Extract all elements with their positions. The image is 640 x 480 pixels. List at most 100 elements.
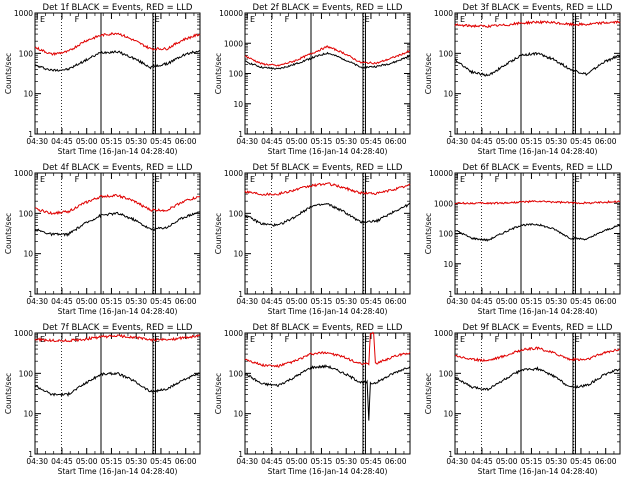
marker-label: E: [250, 335, 255, 344]
x-tick-label: 05:30: [545, 297, 567, 306]
series-line-lld: [244, 182, 411, 197]
x-tick-label: 04:30: [446, 297, 468, 306]
marker-label: F: [495, 175, 500, 184]
y-tick-label: 100: [19, 209, 34, 218]
series-line-events: [244, 202, 411, 228]
y-tick-label: 100: [439, 369, 454, 378]
x-tick-label: 05:30: [335, 457, 357, 466]
x-tick-label: 05:45: [570, 137, 592, 146]
series-line-events: [34, 211, 201, 237]
series-line-events: [454, 223, 621, 242]
y-tick-label: 100: [229, 369, 244, 378]
plot-frame: [34, 172, 201, 295]
marker-label: E: [575, 175, 580, 184]
series-line-events: [34, 371, 201, 398]
y-tick-label: 100: [19, 369, 34, 378]
x-tick-label: 06:00: [385, 457, 407, 466]
panel-5: Det 5f BLACK = Events, RED = LLD 1 10 100 10…: [214, 163, 411, 316]
panel-8: Det 8f BLACK = Events, RED = LLD 1 10 100 10…: [214, 323, 411, 476]
series-line-events: [34, 49, 201, 72]
y-tick-label: 1: [448, 290, 453, 299]
series-line-lld: [454, 19, 621, 29]
panel-title: Det 9f BLACK = Events, RED = LLD: [463, 323, 613, 333]
x-axis-label: Start Time (16-Jan-14 04:28:40): [58, 147, 178, 156]
y-tick-label: 1000: [14, 169, 33, 178]
x-tick-label: 05:00: [76, 297, 98, 306]
x-tick-label: 04:30: [236, 297, 258, 306]
x-tick-label: 05:15: [521, 137, 543, 146]
x-axis-label: Start Time (16-Jan-14 04:28:40): [478, 147, 598, 156]
series-line-lld: [34, 193, 200, 215]
x-tick-label: 05:00: [286, 137, 308, 146]
x-tick-label: 05:15: [101, 457, 123, 466]
x-tick-label: 05:45: [570, 297, 592, 306]
x-tick-label: 04:45: [261, 457, 283, 466]
marker-label: E: [250, 15, 255, 24]
y-tick-label: 1000: [434, 329, 453, 338]
x-tick-label: 04:45: [471, 457, 493, 466]
x-tick-label: 05:15: [521, 297, 543, 306]
series-line-events: [454, 51, 621, 77]
x-tick-label: 04:45: [471, 137, 493, 146]
y-tick-label: 10: [233, 410, 243, 419]
x-tick-label: 06:00: [175, 137, 197, 146]
y-tick-label: 1000: [14, 329, 33, 338]
series-line-lld: [34, 333, 201, 343]
marker-label: E: [365, 175, 370, 184]
marker-label: E: [365, 335, 370, 344]
plot-frame: [34, 12, 201, 135]
x-tick-label: 05:30: [335, 137, 357, 146]
y-tick-label: 1: [28, 450, 33, 459]
y-axis-label: Counts/sec: [214, 53, 223, 94]
plot-frame: [244, 332, 411, 455]
y-tick-label: 10: [443, 260, 453, 269]
marker-label: E: [155, 15, 160, 24]
x-tick-label: 05:15: [101, 297, 123, 306]
y-tick-label: 10000: [429, 169, 453, 178]
y-tick-label: 10: [23, 410, 33, 419]
x-tick-label: 05:00: [496, 457, 518, 466]
panel-3: Det 3f BLACK = Events, RED = LLD 1 10 100 10…: [424, 3, 621, 156]
x-tick-label: 04:30: [236, 137, 258, 146]
x-tick-label: 04:30: [26, 137, 48, 146]
x-tick-label: 06:00: [175, 457, 197, 466]
x-tick-label: 04:30: [446, 457, 468, 466]
panel-title: Det 1f BLACK = Events, RED = LLD: [43, 3, 193, 13]
x-tick-label: 04:45: [261, 137, 283, 146]
x-tick-label: 05:45: [360, 457, 382, 466]
marker-label: E: [250, 175, 255, 184]
panel-title: Det 8f BLACK = Events, RED = LLD: [253, 323, 403, 333]
panel-title: Det 5f BLACK = Events, RED = LLD: [253, 163, 403, 173]
panel-title: Det 3f BLACK = Events, RED = LLD: [463, 3, 613, 13]
panel-1: Det 1f BLACK = Events, RED = LLD 1 10 100 10…: [4, 3, 201, 156]
marker-label: E: [575, 15, 580, 24]
x-tick-label: 05:45: [150, 457, 172, 466]
panel-7: Det 7f BLACK = Events, RED = LLD 1 10 100 10…: [4, 323, 201, 476]
x-tick-label: 05:15: [521, 457, 543, 466]
marker-label: E: [365, 15, 370, 24]
panel-title: Det 4f BLACK = Events, RED = LLD: [43, 163, 193, 173]
x-tick-label: 05:00: [76, 457, 98, 466]
y-tick-label: 1000: [224, 169, 243, 178]
series-line-lld: [34, 32, 201, 56]
marker-label: F: [285, 15, 290, 24]
x-tick-label: 04:30: [446, 137, 468, 146]
y-tick-label: 10: [23, 250, 33, 259]
marker-label: F: [285, 175, 290, 184]
x-tick-label: 05:30: [545, 457, 567, 466]
x-tick-label: 04:30: [26, 457, 48, 466]
series-line-lld: [244, 331, 411, 368]
marker-label: E: [575, 335, 580, 344]
x-tick-label: 06:00: [385, 297, 407, 306]
y-tick-label: 100: [229, 70, 244, 79]
panel-title: Det 2f BLACK = Events, RED = LLD: [253, 3, 403, 13]
x-tick-label: 05:15: [311, 297, 333, 306]
y-axis-label: Counts/sec: [424, 53, 433, 94]
x-tick-label: 04:45: [51, 297, 73, 306]
plot-frame: [244, 12, 411, 135]
x-tick-label: 05:45: [570, 457, 592, 466]
y-tick-label: 1: [28, 290, 33, 299]
marker-label: F: [75, 15, 80, 24]
plot-frame: [454, 332, 621, 455]
